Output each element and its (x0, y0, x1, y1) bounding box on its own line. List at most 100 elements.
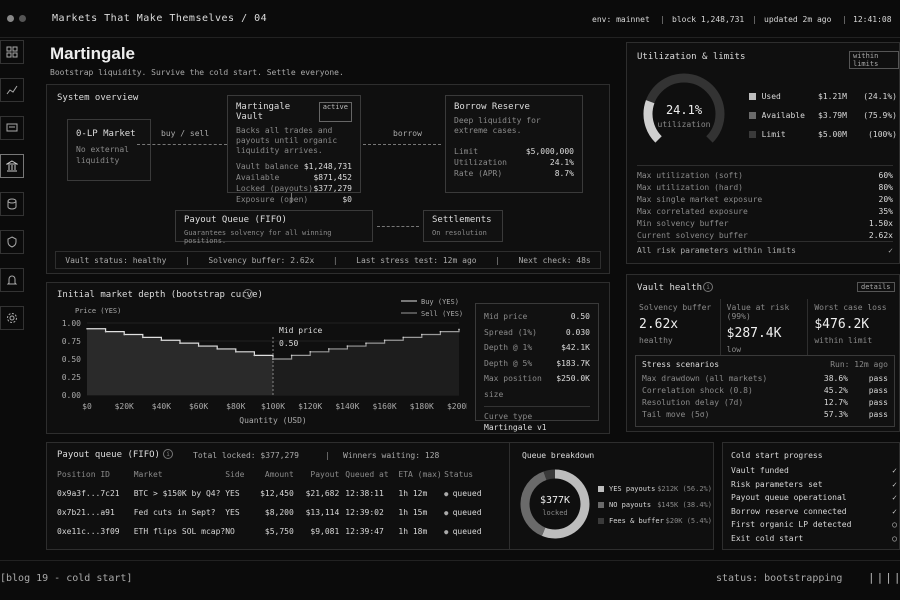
check-icon: ✓ (892, 506, 897, 516)
cell-text: $8,200 (264, 508, 294, 517)
utilization-panel: Utilization & limits within limits 24.1%… (626, 42, 900, 264)
depth-point (383, 339, 386, 342)
check-icon: ✓ (892, 479, 897, 489)
footer-blog-link[interactable]: [blog 19 - cold start] (0, 573, 133, 584)
util-param: Max utilization (soft) 60% (637, 170, 893, 182)
table-cell: NO (225, 522, 254, 541)
limits-footer: All risk parameters within limits ✓ (637, 241, 893, 255)
table-cell: YES (225, 484, 254, 503)
chat-icon[interactable] (0, 116, 24, 140)
legend-pct: (24.1%) (863, 92, 897, 101)
limits-footer-text: All risk parameters within limits (637, 246, 796, 255)
breakdown-donut (520, 469, 590, 539)
table-cell: $13,114 (300, 503, 345, 522)
curve-value: Martingale v1 (484, 423, 547, 432)
settle-arrow (377, 226, 419, 227)
depth-point (179, 342, 181, 344)
status-stress: Last stress test: 12m ago (356, 255, 477, 265)
donut-slice (541, 469, 590, 539)
table-row[interactable]: 0xe11c...3f09 ETH flips SOL mcap? NO $5,750… (57, 522, 495, 541)
metric-value: $287.4K (726, 326, 782, 341)
settlement-desc: On resolution (432, 229, 487, 237)
cold-start-item: Risk parameters set ✓ (731, 478, 897, 492)
reserve-node[interactable]: Borrow Reserve Deep liquidity for extrem… (445, 95, 583, 193)
breakdown-value: $212K (56.2%) (657, 485, 712, 493)
table-row[interactable]: 0x9a3f...7c21 BTC > $150K by Q4? YES $12,45… (57, 484, 495, 503)
reserve-stat-label: Rate (APR) (454, 169, 503, 178)
stress-box: Stress scenarios Run: 12m ago Max drawdow… (635, 355, 895, 427)
details-button[interactable]: details (857, 282, 895, 292)
stress-result: pass (868, 398, 888, 407)
util-legend-item: Available $3.79M (75.9%) (749, 106, 897, 125)
util-param-value: 80% (878, 183, 893, 192)
y-tick-label: 0.50 (62, 355, 81, 364)
cell-text: 12:39:47 (345, 527, 384, 536)
table-cell: ETH flips SOL mcap? (134, 522, 226, 541)
table-cell: 0x7b21...a91 (57, 503, 134, 522)
reserve-stat-value: 8.7% (554, 169, 574, 178)
depth-point (328, 348, 330, 350)
cold-start-item: Payout queue operational ✓ (731, 491, 897, 505)
shield-icon[interactable] (0, 230, 24, 254)
column-header: Amount (264, 470, 294, 479)
cold-start-panel: Cold start progress Vault funded ✓ Risk pa… (722, 442, 900, 550)
x-tick-label: $80K (226, 402, 245, 411)
depth-stat-label: Mid price (484, 312, 528, 321)
donut-center-value: $377K (539, 495, 571, 506)
stress-row: Correlation shock (0.8) 45.2% pass (642, 385, 888, 397)
menu-icon[interactable]: |||| (868, 571, 900, 584)
trend-icon[interactable] (0, 78, 24, 102)
cold-start-label: Exit cold start (731, 533, 804, 543)
grid-icon[interactable] (0, 40, 24, 64)
info-icon[interactable]: i (703, 282, 713, 292)
status-dot: ● (444, 509, 453, 517)
reserve-desc: Deep liquidity for extreme cases. (454, 116, 541, 135)
cell-text: Fed cuts in Sept? (133, 508, 216, 517)
payout-node-desc: Guarantees solvency for all winning posi… (184, 229, 332, 245)
settlement-node[interactable]: Settlements On resolution (423, 210, 503, 242)
vault-stat-label: Exposure (open) (236, 195, 309, 204)
payout-node[interactable]: Payout Queue (FIFO) Guarantees solvency … (175, 210, 373, 245)
legend-label: Used (761, 92, 781, 101)
table-cell: 0x9a3f...7c21 (57, 484, 134, 503)
column-header: Queued at (345, 470, 389, 479)
stress-run: Run: 12m ago (830, 360, 888, 369)
curve-label: Curve type (484, 412, 533, 421)
vault-stat: Available $871,452 (236, 172, 352, 183)
settlement-title: Settlements (432, 215, 492, 225)
info-icon[interactable]: i (163, 449, 173, 459)
status-dot: ● (444, 528, 453, 536)
vault-health-panel: Vault health i details Solvency buffer 2.… (626, 274, 900, 432)
donut-center-label: locked (542, 509, 568, 517)
util-param-value: 35% (878, 207, 893, 216)
window-dot (7, 15, 14, 22)
util-param-value: 2.62x (868, 231, 893, 240)
column-header: Position ID (57, 470, 110, 479)
table-cell: ● queued (444, 484, 495, 503)
bell-icon[interactable] (0, 268, 24, 292)
stress-label: Max drawdown (all markets) (642, 374, 768, 383)
gear-icon[interactable] (0, 306, 24, 330)
vault-node[interactable]: Martingale Vault active Backs all trades … (227, 95, 361, 204)
table-cell: 1h 12m (398, 484, 444, 503)
vault-title: Martingale Vault (236, 102, 291, 122)
cell-text: 1h 15m (398, 508, 428, 517)
bank-icon[interactable] (0, 154, 24, 178)
gauge-fill (643, 100, 662, 143)
breakdown-item: Fees & buffer $20K (5.4%) (598, 513, 712, 529)
panel-title: Payout queue (FIFO) (57, 450, 160, 460)
cell-text: queued (452, 527, 482, 536)
x-tick-label: $120K (298, 402, 322, 411)
info-icon[interactable]: i (243, 289, 253, 299)
legend-label: Limit (761, 130, 786, 139)
cell-text: $12,450 (260, 489, 294, 498)
cell-text: $13,114 (305, 508, 340, 517)
y-tick-label: 1.00 (62, 319, 81, 328)
table-row[interactable]: 0x7b21...a91 Fed cuts in Sept? YES $8,200 $1… (57, 503, 495, 522)
database-icon[interactable] (0, 192, 24, 216)
market-node[interactable]: 0-LP Market No external liquidity (67, 119, 151, 181)
legend-swatch (749, 112, 756, 119)
legend-swatch (598, 518, 604, 524)
reserve-stat-value: 24.1% (549, 158, 574, 167)
payout-node-title: Payout Queue (FIFO) (184, 215, 287, 225)
